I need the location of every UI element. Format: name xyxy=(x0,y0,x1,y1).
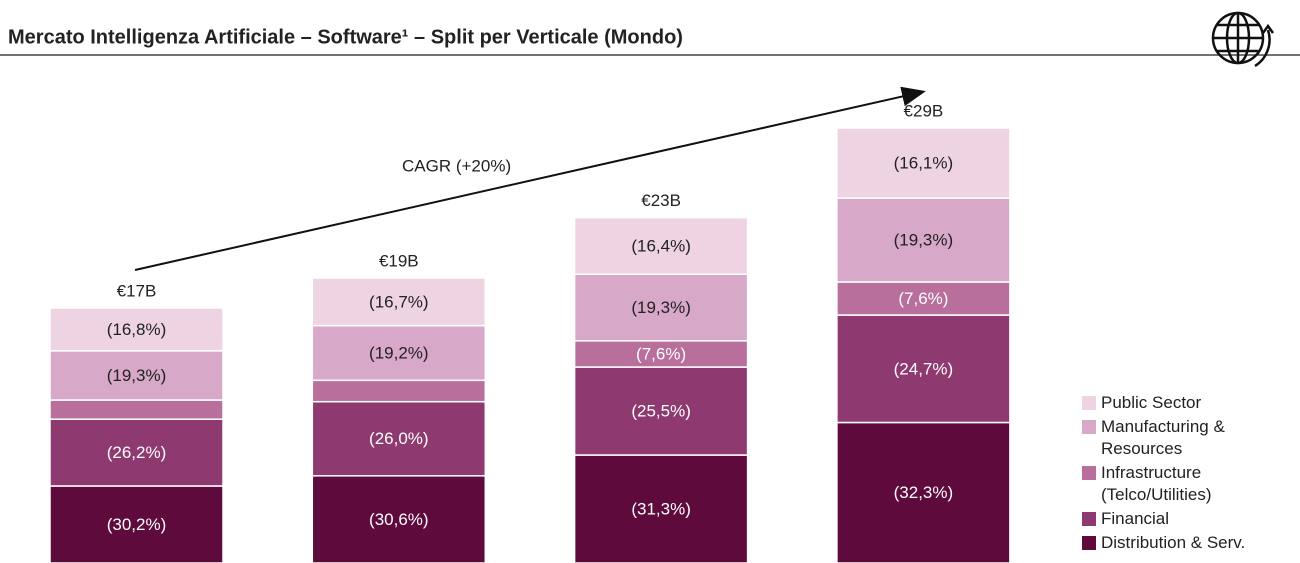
data-label: (26,2%) xyxy=(107,443,167,462)
total-label: €19B xyxy=(379,251,419,270)
legend-label: Infrastructure (Telco/Utilities) xyxy=(1101,463,1212,504)
bar-segment xyxy=(49,399,224,420)
data-label: (30,2%) xyxy=(107,515,167,534)
legend-swatch xyxy=(1082,396,1096,410)
legend-label: Distribution & Serv. xyxy=(1101,533,1246,552)
legend-swatch xyxy=(1082,466,1096,480)
bar-segment xyxy=(573,366,749,456)
data-label: (19,3%) xyxy=(631,298,691,317)
legend-item: Distribution & Serv. xyxy=(1082,532,1282,554)
data-label: (16,4%) xyxy=(631,236,691,255)
data-label: (26,0%) xyxy=(369,429,429,448)
annotation: CAGR (+20%) xyxy=(402,156,511,175)
legend-item: Financial xyxy=(1082,508,1282,530)
bar-segment xyxy=(573,454,749,563)
legend: Public Sector Manufacturing & Resources In… xyxy=(1082,392,1282,556)
bar-segment xyxy=(311,324,487,382)
bar-segment xyxy=(49,485,224,563)
data-label: (19,3%) xyxy=(894,230,954,249)
bar-segment xyxy=(573,216,749,275)
chart-title: Mercato Intelligenza Artificiale – Softw… xyxy=(8,26,683,48)
legend-label: Public Sector xyxy=(1101,393,1202,412)
bar-segment xyxy=(836,281,1011,316)
bar-segment xyxy=(573,340,749,368)
data-label: (16,8%) xyxy=(107,320,167,339)
data-label: (19,3%) xyxy=(107,366,167,385)
data-label: (7,6%) xyxy=(636,344,686,363)
bar-segment xyxy=(49,418,224,487)
bar-segment xyxy=(311,475,487,563)
data-label: (24,7%) xyxy=(894,359,954,378)
total-label: €23B xyxy=(641,191,681,210)
bar-segment xyxy=(836,314,1011,424)
legend-swatch xyxy=(1082,536,1096,550)
data-label: (32,3%) xyxy=(894,483,954,502)
bar-segment xyxy=(49,350,224,401)
legend-item: Infrastructure (Telco/Utilities) xyxy=(1082,462,1282,506)
legend-swatch xyxy=(1082,512,1096,526)
data-label: (30,6%) xyxy=(369,510,429,529)
globe-icon xyxy=(1211,11,1275,68)
data-label: (31,3%) xyxy=(631,499,691,518)
bar-segment xyxy=(311,400,487,477)
data-label: (19,2%) xyxy=(369,343,429,362)
legend-label: Financial xyxy=(1101,509,1170,528)
legend-item: Manufacturing & Resources xyxy=(1082,416,1282,460)
bar-segment xyxy=(836,197,1011,283)
cagr-arrow xyxy=(134,86,926,271)
legend-swatch xyxy=(1082,420,1096,434)
legend-label: Manufacturing & Resources xyxy=(1101,417,1225,458)
total-label: €29B xyxy=(904,101,944,120)
bar-segment xyxy=(836,127,1011,199)
bar-segment xyxy=(573,273,749,342)
bar-segment xyxy=(49,307,224,352)
data-label: (25,5%) xyxy=(631,402,691,421)
bar-segment xyxy=(311,379,487,403)
data-label: (16,1%) xyxy=(894,154,954,173)
data-label: (16,7%) xyxy=(369,292,429,311)
bar-segment xyxy=(836,421,1011,563)
bar-segment xyxy=(311,277,487,327)
data-label: (7,6%) xyxy=(898,289,948,308)
total-label: €17B xyxy=(117,281,157,300)
legend-item: Public Sector xyxy=(1082,392,1282,414)
